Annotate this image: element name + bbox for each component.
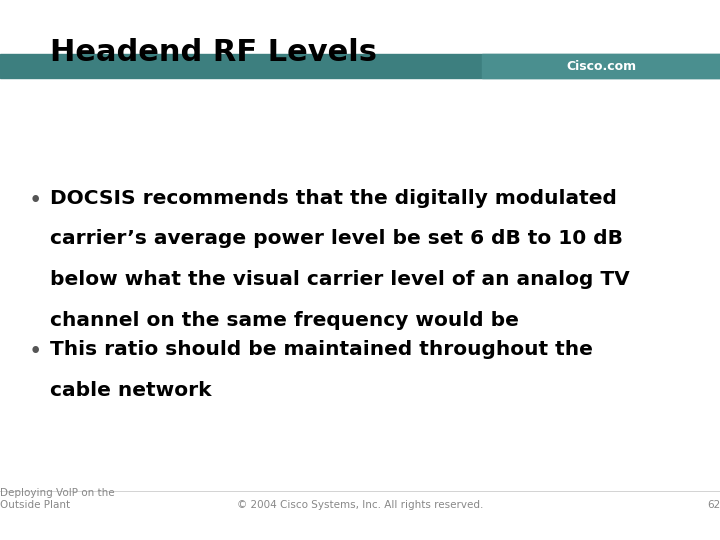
Text: © 2004 Cisco Systems, Inc. All rights reserved.: © 2004 Cisco Systems, Inc. All rights re… — [237, 500, 483, 510]
Text: cable network: cable network — [50, 381, 212, 400]
Text: below what the visual carrier level of an analog TV: below what the visual carrier level of a… — [50, 270, 630, 289]
Bar — [482, 54, 720, 78]
Text: Headend RF Levels: Headend RF Levels — [50, 38, 377, 67]
Text: 62: 62 — [707, 500, 720, 510]
Text: Deploying VoIP on the: Deploying VoIP on the — [0, 488, 114, 498]
Text: This ratio should be maintained throughout the: This ratio should be maintained througho… — [50, 340, 600, 359]
Text: Outside Plant: Outside Plant — [0, 500, 70, 510]
Text: DOCSIS recommends that the digitally modulated: DOCSIS recommends that the digitally mod… — [50, 189, 617, 208]
Text: Cisco.com: Cisco.com — [566, 59, 636, 73]
Text: •: • — [29, 189, 42, 212]
Text: channel on the same frequency would be: channel on the same frequency would be — [50, 310, 519, 329]
Text: carrier’s average power level be set 6 dB to 10 dB: carrier’s average power level be set 6 d… — [50, 230, 624, 248]
Bar — [0, 54, 720, 78]
Text: •: • — [29, 340, 42, 363]
